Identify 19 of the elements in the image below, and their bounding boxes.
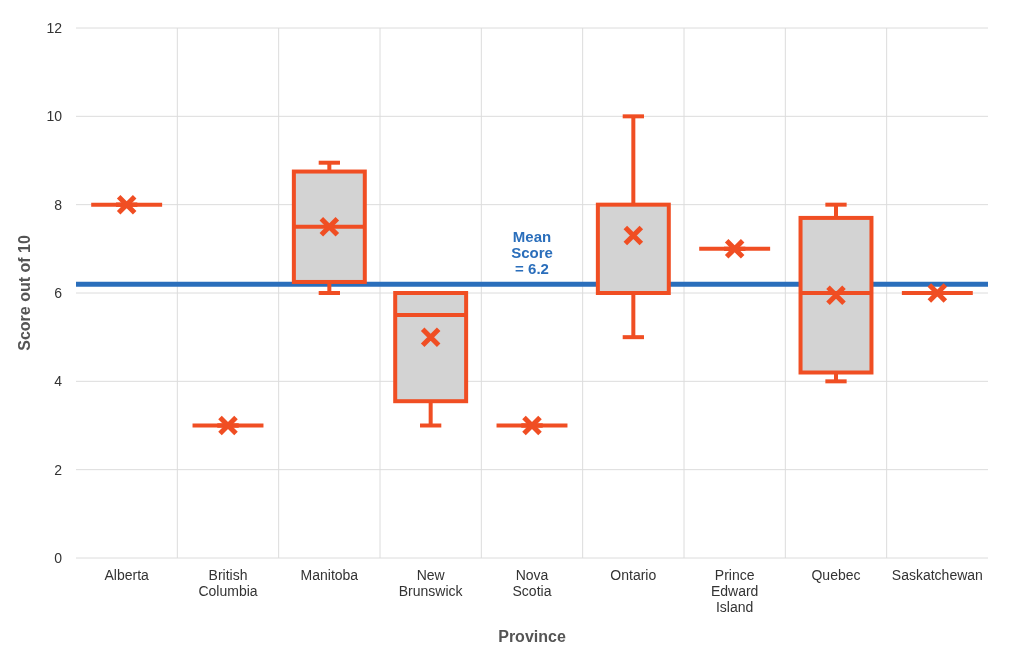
y-tick-label: 0 xyxy=(54,549,63,566)
y-tick-label: 4 xyxy=(54,373,63,390)
x-tick-label: British Columbia xyxy=(198,567,258,599)
x-tick-label: Prince Edward Island xyxy=(710,567,759,615)
x-tick-label: Manitoba xyxy=(300,567,359,583)
x-tick-label: New Brunswick xyxy=(398,567,464,599)
y-tick-label: 6 xyxy=(54,284,63,301)
y-tick-label: 12 xyxy=(46,19,63,36)
y-tick-label: 8 xyxy=(54,196,63,213)
y-tick-label: 10 xyxy=(46,108,63,125)
x-tick-label: Nova Scotia xyxy=(512,567,552,599)
x-tick-label: Ontario xyxy=(610,567,657,583)
x-tick-label: Alberta xyxy=(104,567,150,583)
x-tick-label: Quebec xyxy=(811,567,861,583)
y-tick-label: 2 xyxy=(54,461,63,478)
y-axis-title: Score out of 10 xyxy=(16,235,33,351)
x-tick-label: Saskatchewan xyxy=(891,567,983,583)
x-axis-title: Province xyxy=(498,628,566,645)
ref-line-label: Mean Score = 6.2 xyxy=(511,228,553,278)
